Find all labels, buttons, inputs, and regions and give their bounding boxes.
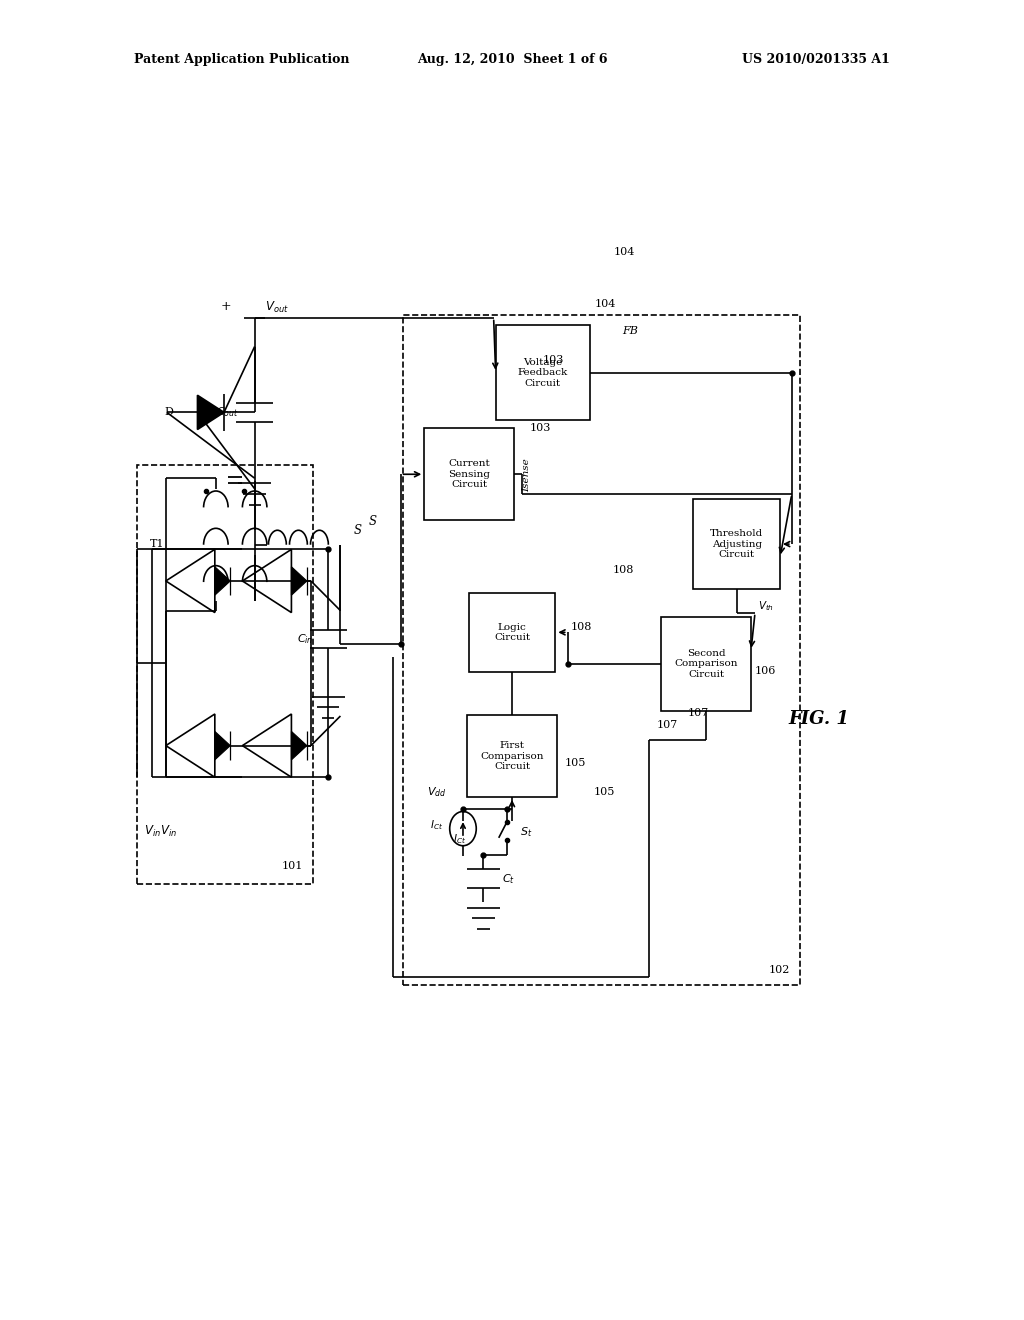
Text: Second
Comparison
Circuit: Second Comparison Circuit	[674, 649, 737, 678]
Text: $C_{in}$: $C_{in}$	[297, 632, 313, 645]
Text: 105: 105	[594, 787, 615, 797]
Text: Threshold
Adjusting
Circuit: Threshold Adjusting Circuit	[710, 529, 763, 558]
Text: $I_{Ct}$: $I_{Ct}$	[430, 818, 443, 832]
Text: Logic
Circuit: Logic Circuit	[494, 623, 530, 642]
Text: 108: 108	[570, 622, 592, 632]
Text: $S_t$: $S_t$	[520, 825, 532, 840]
Polygon shape	[292, 731, 307, 760]
Text: $V_{out}$: $V_{out}$	[265, 300, 289, 314]
Text: FIG. 1: FIG. 1	[787, 710, 849, 729]
Text: $V_{in}$: $V_{in}$	[144, 824, 161, 838]
FancyBboxPatch shape	[424, 428, 514, 520]
Text: $V_{in}$: $V_{in}$	[160, 824, 177, 838]
Text: 108: 108	[613, 565, 635, 576]
Text: T1: T1	[151, 539, 165, 549]
Text: Aug. 12, 2010  Sheet 1 of 6: Aug. 12, 2010 Sheet 1 of 6	[417, 53, 607, 66]
Text: 103: 103	[543, 355, 564, 364]
Polygon shape	[215, 566, 230, 595]
Text: 104: 104	[595, 300, 616, 309]
Polygon shape	[292, 566, 307, 595]
Text: $C_t$: $C_t$	[502, 871, 515, 886]
FancyBboxPatch shape	[402, 315, 800, 985]
Text: $C_{out}$: $C_{out}$	[216, 405, 239, 420]
Text: $V_{dd}$: $V_{dd}$	[427, 785, 446, 799]
Text: 106: 106	[755, 665, 776, 676]
Text: $V_{th}$: $V_{th}$	[758, 599, 774, 612]
Text: 101: 101	[282, 861, 303, 871]
Polygon shape	[215, 731, 230, 760]
Text: +: +	[220, 301, 231, 313]
Text: 107: 107	[657, 719, 678, 730]
Text: S: S	[369, 515, 376, 528]
Polygon shape	[198, 395, 224, 429]
Text: S: S	[353, 524, 361, 537]
Text: 107: 107	[688, 708, 709, 718]
Text: 103: 103	[529, 424, 551, 433]
Text: 105: 105	[565, 758, 587, 768]
FancyBboxPatch shape	[496, 326, 590, 420]
Text: $I_{Ct}$: $I_{Ct}$	[453, 832, 466, 846]
Text: 102: 102	[768, 965, 790, 974]
FancyBboxPatch shape	[662, 616, 751, 711]
FancyBboxPatch shape	[137, 465, 313, 884]
Text: Current
Sensing
Circuit: Current Sensing Circuit	[449, 459, 490, 490]
FancyBboxPatch shape	[467, 715, 557, 797]
Text: D: D	[164, 408, 173, 417]
FancyBboxPatch shape	[469, 593, 555, 672]
Text: First
Comparison
Circuit: First Comparison Circuit	[480, 742, 544, 771]
Text: Isense: Isense	[522, 459, 531, 492]
Text: 104: 104	[614, 247, 636, 256]
Text: Voltage
Feedback
Circuit: Voltage Feedback Circuit	[517, 358, 567, 388]
Text: US 2010/0201335 A1: US 2010/0201335 A1	[742, 53, 890, 66]
Text: Patent Application Publication: Patent Application Publication	[134, 53, 349, 66]
FancyBboxPatch shape	[693, 499, 780, 589]
Text: FB: FB	[623, 326, 638, 335]
